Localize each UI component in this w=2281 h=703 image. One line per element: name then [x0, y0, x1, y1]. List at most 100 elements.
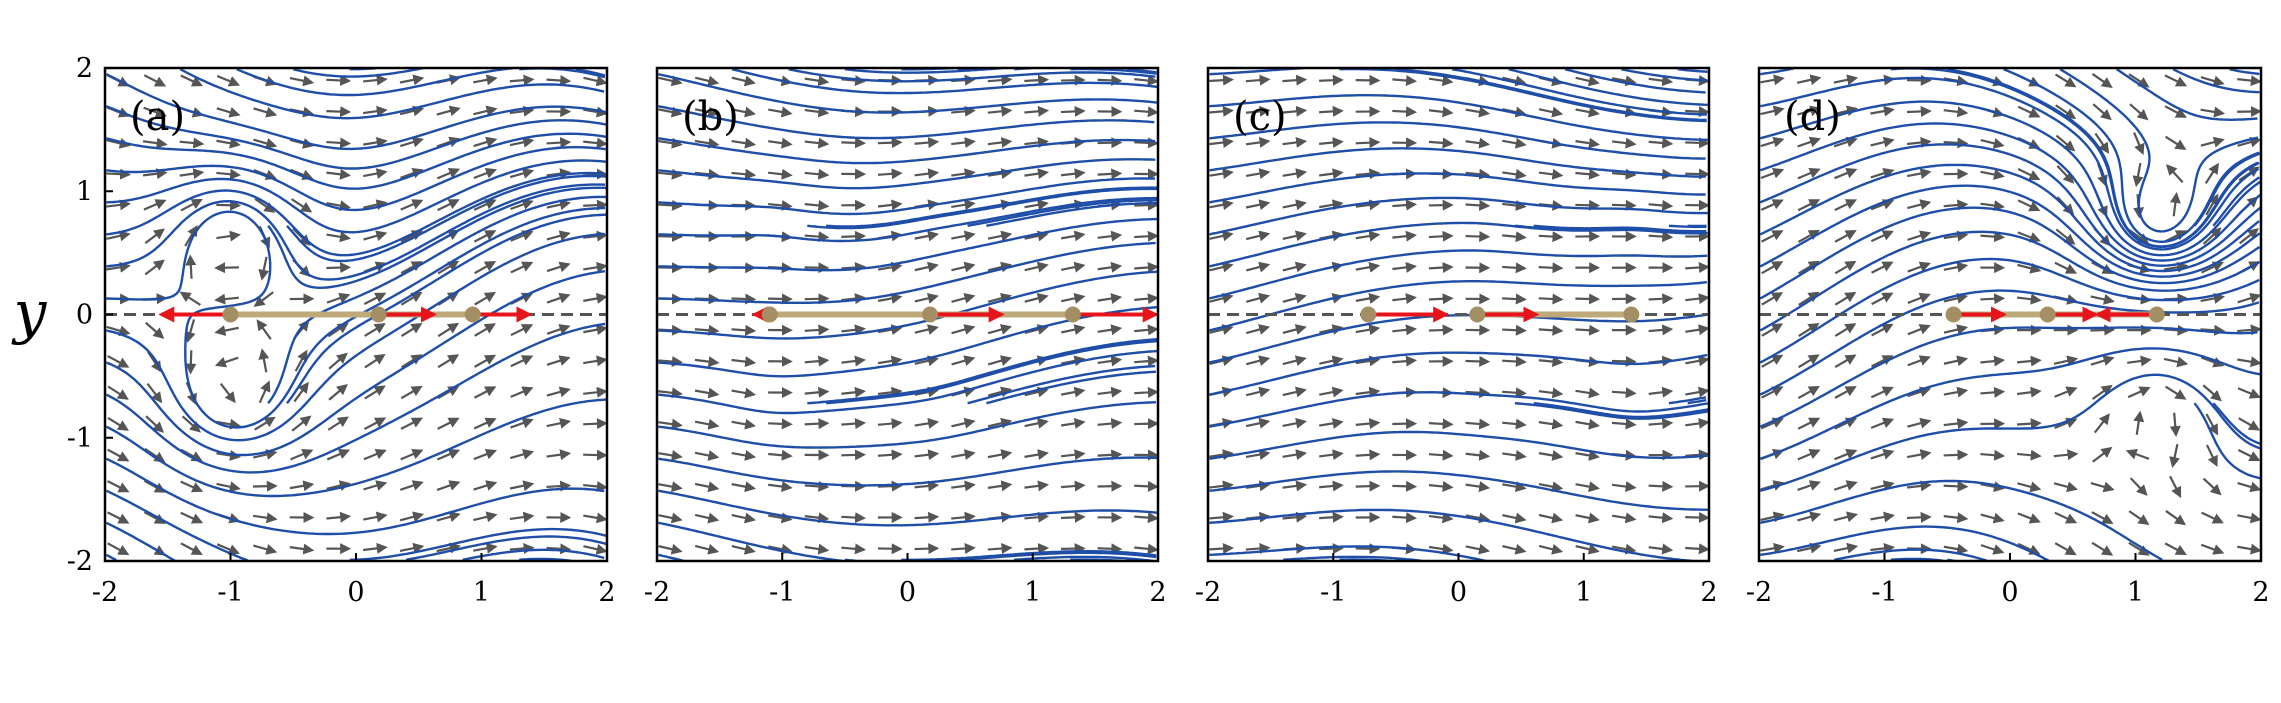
direction-arrow — [326, 200, 351, 212]
direction-arrow — [1906, 449, 1932, 460]
direction-arrow — [1906, 105, 1932, 117]
direction-arrow — [1538, 324, 1564, 336]
direction-arrow — [658, 106, 683, 118]
direction-arrow — [258, 348, 270, 373]
direction-arrow — [914, 292, 939, 304]
streamline — [1209, 545, 1487, 561]
direction-arrow — [658, 137, 683, 149]
direction-arrow — [1428, 106, 1454, 118]
direction-arrow — [2053, 355, 2079, 367]
direction-arrow — [1871, 323, 1894, 337]
direction-arrow — [914, 168, 940, 180]
streamline — [106, 132, 607, 190]
direction-arrow — [1611, 137, 1637, 149]
direction-arrow — [1538, 512, 1564, 524]
direction-arrow — [1392, 293, 1417, 305]
direction-arrow — [694, 168, 720, 180]
streamline — [575, 68, 606, 77]
direction-arrow — [142, 137, 168, 149]
direction-arrow — [658, 481, 683, 493]
direction-arrow — [1575, 324, 1601, 336]
direction-arrow — [1502, 293, 1527, 305]
direction-arrow — [2169, 412, 2181, 438]
direction-arrow — [804, 386, 830, 398]
direction-arrow — [474, 354, 497, 368]
direction-arrow — [546, 417, 571, 429]
direction-arrow — [1465, 199, 1491, 211]
direction-arrow — [1134, 261, 1158, 273]
direction-arrow — [2090, 324, 2116, 336]
streamline — [462, 548, 605, 561]
direction-arrow — [2132, 162, 2144, 188]
direction-arrow — [1980, 386, 2006, 398]
direction-arrow — [328, 383, 348, 401]
x-tick-label: 2 — [598, 577, 615, 608]
fixed-point — [922, 306, 939, 323]
streamline — [807, 187, 1158, 230]
y-tick-label: 0 — [76, 300, 93, 331]
direction-arrow — [436, 136, 461, 148]
direction-arrow — [1797, 105, 1822, 117]
direction-arrow — [1943, 449, 1969, 461]
direction-arrow — [290, 198, 313, 213]
direction-arrow — [1465, 449, 1491, 461]
streamline — [293, 68, 424, 78]
streamline — [1759, 184, 2261, 278]
direction-arrow — [841, 418, 867, 430]
direction-arrow — [877, 324, 903, 336]
direction-arrow — [2055, 228, 2076, 245]
x-tick-label: 0 — [2001, 577, 2018, 608]
streamline — [2212, 402, 2261, 446]
direction-arrow — [1319, 74, 1344, 86]
streamlines — [105, 68, 607, 561]
direction-arrow — [1980, 138, 2005, 149]
streamline — [1759, 163, 2260, 273]
direction-arrow — [731, 324, 757, 336]
direction-arrow — [1282, 449, 1308, 461]
direction-arrow — [2201, 511, 2224, 524]
direction-arrow — [951, 230, 976, 242]
direction-arrow — [2164, 542, 2187, 556]
direction-arrow — [399, 542, 425, 554]
direction-arrow — [1245, 449, 1271, 461]
direction-arrow — [1907, 324, 1931, 336]
direction-arrow — [987, 230, 1013, 242]
direction-arrow — [326, 231, 351, 243]
direction-arrow — [658, 199, 683, 211]
direction-arrow — [1245, 292, 1271, 304]
direction-arrow — [546, 355, 571, 366]
direction-arrow — [951, 449, 976, 460]
direction-arrow — [1392, 324, 1417, 336]
direction-arrow — [1798, 291, 1820, 306]
direction-arrow — [841, 512, 867, 524]
x-tick-label: -1 — [1320, 577, 1346, 608]
streamline — [901, 550, 1157, 561]
direction-arrow — [951, 137, 976, 148]
streamline — [1687, 398, 1707, 405]
direction-arrow — [1024, 386, 1049, 398]
direction-arrow — [1538, 106, 1564, 118]
direction-arrow — [143, 199, 167, 211]
direction-arrow — [326, 448, 351, 461]
direction-arrow — [1907, 417, 1932, 429]
direction-arrow — [1871, 292, 1894, 306]
direction-arrow — [658, 449, 683, 461]
direction-arrow — [106, 137, 131, 149]
direction-arrow — [2169, 192, 2181, 217]
direction-arrow — [1870, 105, 1895, 117]
y-tick-label: 1 — [76, 176, 93, 207]
streamline — [658, 349, 1158, 415]
direction-arrow — [841, 230, 867, 242]
direction-arrow — [1797, 136, 1821, 148]
direction-arrow — [694, 387, 720, 399]
direction-arrow — [1209, 355, 1234, 367]
direction-arrow — [2133, 410, 2145, 435]
direction-arrow — [1319, 105, 1344, 117]
direction-arrow — [1355, 199, 1381, 211]
streamline — [267, 186, 607, 290]
streamline — [957, 551, 1157, 561]
direction-arrow — [1575, 293, 1601, 305]
direction-arrow — [436, 448, 461, 461]
direction-arrow — [768, 106, 793, 118]
direction-arrow — [1980, 449, 2006, 461]
